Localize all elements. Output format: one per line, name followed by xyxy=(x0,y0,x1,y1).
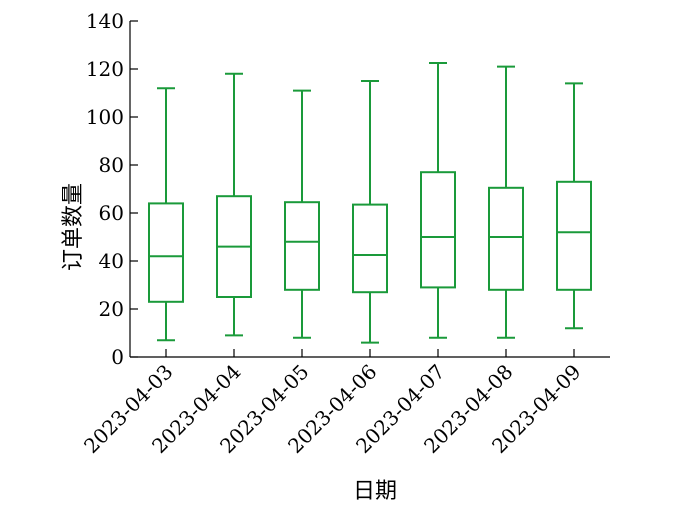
iqr-box xyxy=(556,180,592,291)
iqr-box xyxy=(488,186,524,291)
x-axis-title: 日期 xyxy=(353,479,397,504)
y-tick-label: 60 xyxy=(99,201,124,225)
box-2023-04-03 xyxy=(148,87,184,342)
y-tick-label: 0 xyxy=(111,345,124,369)
boxes xyxy=(148,62,592,344)
y-tick-label: 80 xyxy=(99,153,124,177)
box-2023-04-05 xyxy=(284,89,320,339)
iqr-box xyxy=(148,202,184,303)
box-2023-04-06 xyxy=(352,80,388,344)
iqr-box xyxy=(420,171,456,289)
box-2023-04-09 xyxy=(556,82,592,330)
y-axis-title: 订单数量 xyxy=(61,183,86,271)
axes: 0204060801001201402023-04-032023-04-0420… xyxy=(79,9,610,458)
y-tick-label: 120 xyxy=(86,57,124,81)
y-tick-label: 20 xyxy=(99,297,124,321)
y-tick-label: 140 xyxy=(86,9,124,33)
box-2023-04-08 xyxy=(488,65,524,339)
y-tick-label: 100 xyxy=(86,105,124,129)
y-tick-label: 40 xyxy=(99,249,124,273)
box-2023-04-04 xyxy=(216,72,252,337)
iqr-box xyxy=(352,203,388,294)
iqr-box xyxy=(284,201,320,291)
box-2023-04-07 xyxy=(420,62,456,339)
